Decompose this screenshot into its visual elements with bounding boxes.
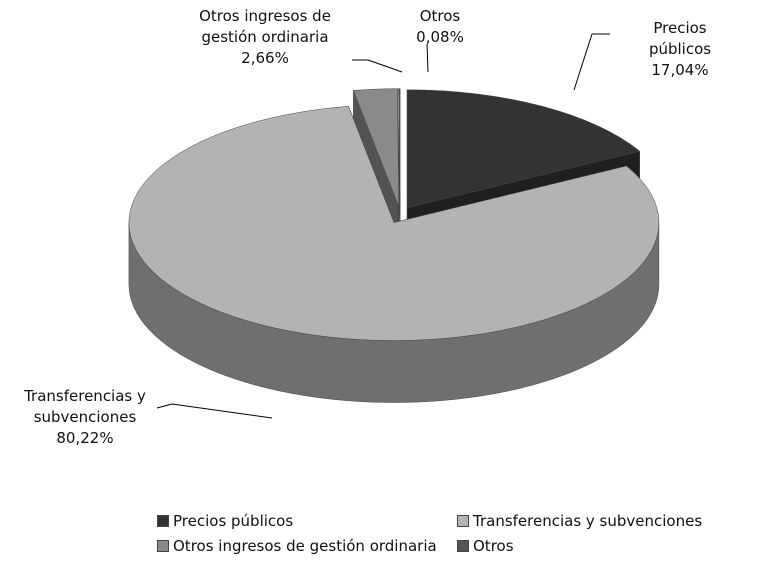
legend-label: Precios públicos <box>173 512 294 530</box>
data-label-name: Transferencias y subvenciones <box>24 387 146 426</box>
data-label-value: 2,66% <box>241 49 289 67</box>
leader-line <box>352 59 403 73</box>
data-label-value: 80,22% <box>56 429 114 447</box>
legend-item: Otros <box>457 537 514 555</box>
leader-line <box>573 33 610 91</box>
slice <box>128 106 660 341</box>
legend-item: Otros ingresos de gestión ordinaria <box>157 537 437 555</box>
legend-label: Transferencias y subvenciones <box>473 512 703 530</box>
data-label-name: Otros <box>419 7 461 25</box>
slice <box>398 88 401 207</box>
legend-item: Precios públicos <box>157 512 293 530</box>
data-label-name: Precios públicos <box>648 19 712 58</box>
leader-line <box>156 403 273 419</box>
legend-swatch <box>157 540 169 552</box>
leader-line <box>426 43 429 73</box>
legend-item: Transferencias y subvenciones <box>457 512 702 530</box>
data-label-name: Otros ingresos de gestión ordinaria <box>199 7 331 46</box>
slice <box>353 88 400 207</box>
slice <box>406 89 641 209</box>
legend-swatch <box>157 515 169 527</box>
legend-label: Otros ingresos de gestión ordinaria <box>173 537 437 555</box>
data-label-value: 0,08% <box>416 28 464 46</box>
legend-swatch <box>457 540 469 552</box>
legend-swatch <box>457 515 469 527</box>
legend-label: Otros <box>473 537 514 555</box>
data-label-value: 17,04% <box>651 61 709 79</box>
